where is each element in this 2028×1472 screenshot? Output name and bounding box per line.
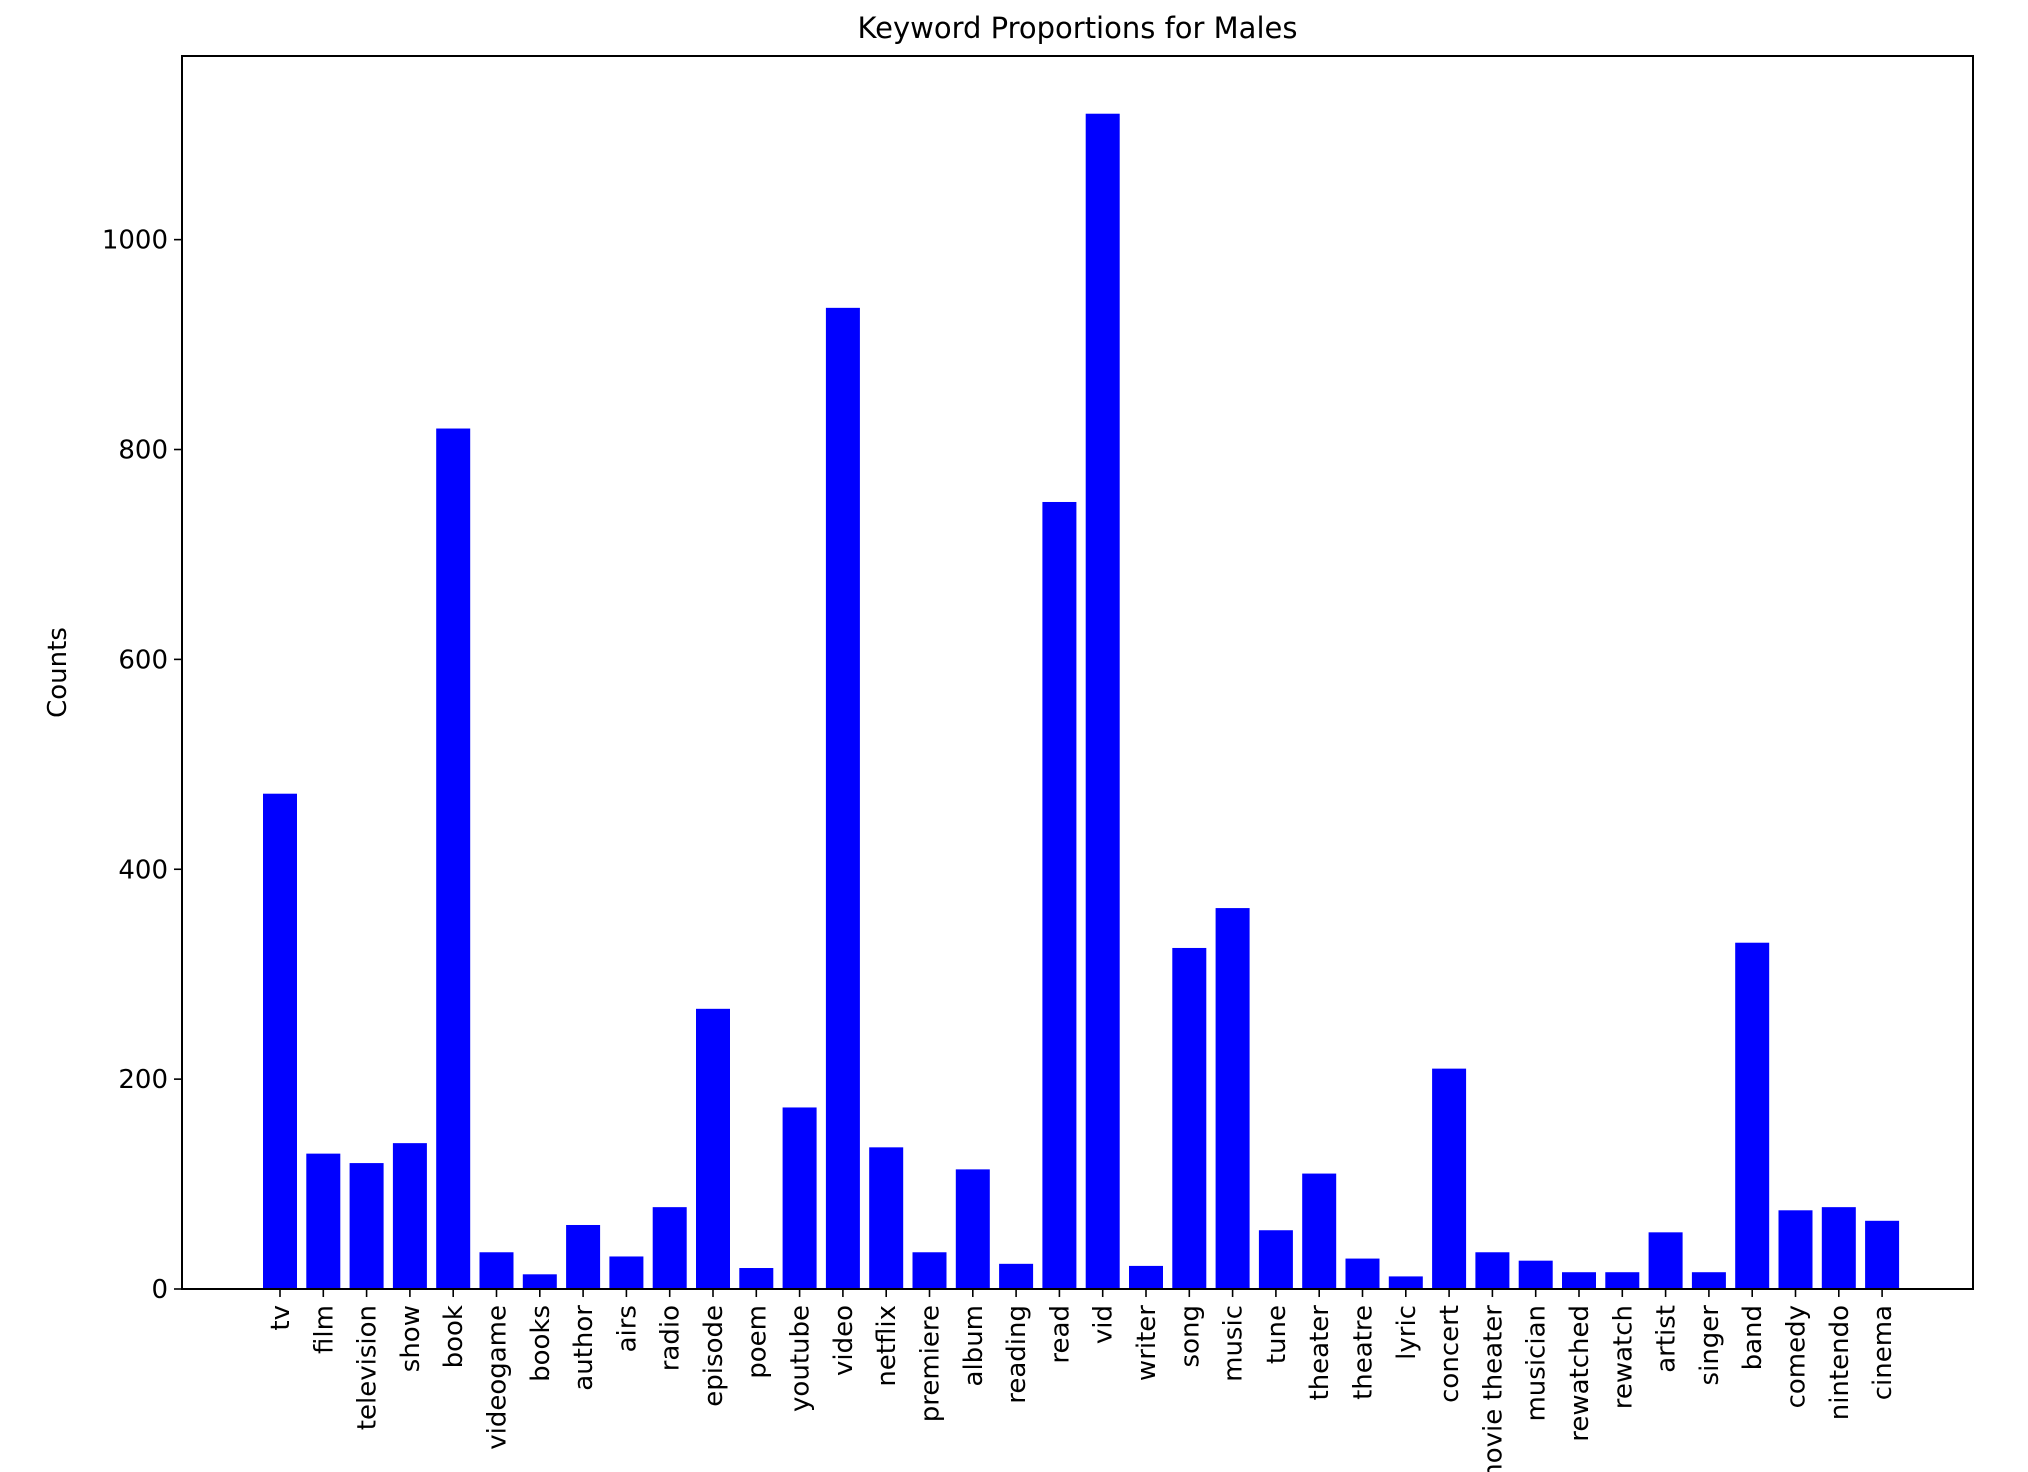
x-tick-label: rewatch [1608, 1305, 1638, 1409]
x-tick-label: radio [656, 1305, 686, 1371]
x-tick-label: airs [612, 1305, 642, 1352]
bar-movie-theater [1475, 1252, 1510, 1289]
chart-title: Keyword Proportions for Males [858, 11, 1298, 45]
x-tick-label: song [1175, 1305, 1205, 1367]
x-tick-label: singer [1695, 1305, 1725, 1386]
bar-nintendo [1821, 1207, 1856, 1289]
bar-artist [1648, 1232, 1683, 1289]
x-tick-label: book [439, 1305, 469, 1368]
bar-video [825, 307, 860, 1290]
bar-radio [652, 1207, 687, 1289]
bar-theater [1302, 1173, 1337, 1289]
y-tick-label: 600 [118, 645, 168, 675]
x-tick-label: vid [1089, 1305, 1119, 1344]
plot-frame [181, 55, 1974, 1290]
x-tick-label: lyric [1392, 1305, 1422, 1360]
bar-read [1042, 501, 1077, 1290]
bar-comedy [1778, 1210, 1813, 1289]
bar-tv [263, 793, 297, 1289]
bar-airs [609, 1256, 644, 1289]
bar-album [955, 1169, 990, 1289]
x-tick-label: youtube [786, 1305, 816, 1412]
bar-song [1172, 947, 1207, 1289]
x-tick-label: artist [1652, 1305, 1682, 1373]
x-tick-label: episode [699, 1305, 729, 1407]
bar-vid [1085, 113, 1120, 1290]
bar-rewatched [1562, 1272, 1596, 1289]
x-tick-label: nintendo [1825, 1305, 1855, 1420]
bar-television [349, 1163, 384, 1289]
bar-film [306, 1153, 341, 1289]
x-tick-label: author [569, 1305, 599, 1391]
x-tick-label: tv [266, 1305, 296, 1331]
bar-concert [1432, 1068, 1467, 1289]
bar-books [522, 1274, 557, 1289]
bar-episode [696, 1008, 730, 1289]
x-tick-label: video [829, 1305, 859, 1376]
bar-cinema [1865, 1220, 1900, 1289]
x-tick-label: cinema [1868, 1305, 1898, 1400]
y-tick-label: 1000 [102, 226, 168, 256]
y-tick-label: 400 [118, 855, 168, 885]
y-tick-label: 0 [151, 1275, 168, 1305]
x-tick-label: poem [742, 1305, 772, 1379]
y-axis-label: Counts [43, 627, 73, 718]
x-tick-label: television [353, 1305, 383, 1430]
bar-lyric [1388, 1276, 1423, 1289]
x-tick-label: rewatched [1565, 1305, 1595, 1442]
x-tick-label: concert [1435, 1305, 1465, 1403]
x-tick-label: premiere [916, 1305, 946, 1422]
bar-poem [739, 1268, 774, 1289]
bar-show [392, 1143, 427, 1289]
bars-group [263, 113, 1900, 1290]
bar-tune [1258, 1230, 1293, 1289]
x-tick-label: musician [1522, 1305, 1552, 1422]
y-tick-label: 200 [118, 1065, 168, 1095]
x-tick-label: music [1219, 1305, 1249, 1382]
bar-singer [1691, 1272, 1726, 1289]
x-tick-label: books [526, 1305, 556, 1382]
bar-premiere [912, 1252, 947, 1289]
x-tick-label: show [396, 1305, 426, 1372]
bar-reading [999, 1263, 1034, 1289]
x-tick-label: band [1738, 1305, 1768, 1370]
x-tick-label: album [959, 1305, 989, 1386]
bar-band [1735, 942, 1770, 1289]
x-tick-label: theatre [1349, 1305, 1379, 1400]
x-tick-label: videogame [483, 1305, 513, 1450]
x-tick-label: movie theater [1478, 1305, 1508, 1472]
x-tick-label: film [309, 1305, 339, 1354]
bar-book [436, 428, 471, 1289]
bar-writer [1129, 1265, 1163, 1289]
bar-music [1215, 908, 1250, 1289]
bar-theatre [1345, 1258, 1380, 1289]
y-axis-ticks: 0 200 400 600 800 1000 [102, 226, 182, 1305]
bar-youtube [782, 1107, 817, 1289]
y-tick-label: 800 [118, 436, 168, 466]
x-tick-label: read [1045, 1305, 1075, 1364]
bar-author [566, 1224, 601, 1289]
x-axis-ticks: tv film television show book videogame books au… [266, 1289, 1898, 1472]
x-tick-label: tune [1262, 1305, 1292, 1364]
bar-rewatch [1605, 1272, 1640, 1289]
x-tick-label: comedy [1782, 1305, 1812, 1408]
bar-netflix [869, 1147, 904, 1289]
x-tick-label: netflix [872, 1305, 902, 1387]
bar-musician [1518, 1260, 1553, 1289]
bar-videogame [479, 1252, 514, 1289]
x-tick-label: theater [1305, 1305, 1335, 1401]
x-tick-label: writer [1132, 1305, 1162, 1381]
x-tick-label: reading [1002, 1305, 1032, 1404]
